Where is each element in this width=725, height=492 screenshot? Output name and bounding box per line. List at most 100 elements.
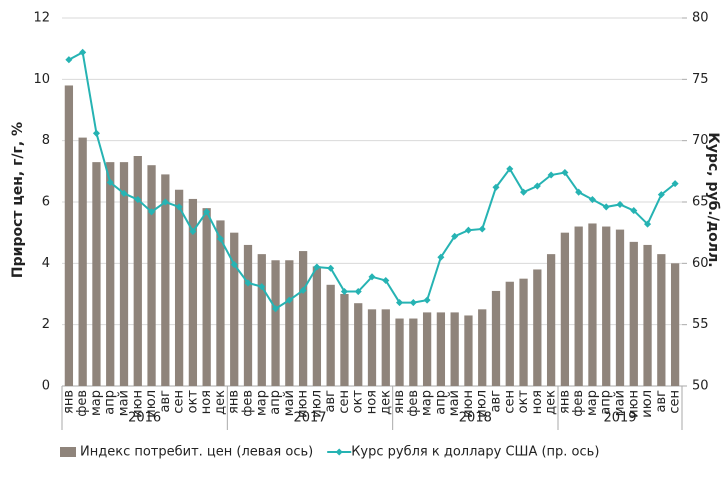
line-marker (230, 261, 238, 269)
line-marker (644, 220, 652, 228)
legend-label: Индекс потребит. цен (левая ось) (80, 445, 313, 460)
bar (657, 254, 666, 386)
bar (147, 165, 156, 386)
bar (546, 254, 556, 386)
line-marker (189, 227, 197, 235)
line-marker (657, 191, 665, 199)
x-tick-label: май (282, 390, 297, 416)
line-marker (272, 305, 280, 313)
line-marker (340, 288, 348, 296)
bar (106, 162, 115, 386)
x-tick-label: окт (185, 390, 200, 414)
x-tick-label: мар (585, 390, 600, 416)
x-tick-label: май (613, 390, 628, 416)
y2-tick-label: 75 (692, 72, 709, 87)
x-tick-label: апр (433, 390, 448, 415)
bar (340, 294, 349, 386)
x-tick-label: фев (75, 390, 90, 417)
x-tick-label: ноя (199, 390, 214, 414)
line-marker (327, 264, 335, 272)
line-marker (368, 273, 376, 281)
line-marker (161, 198, 169, 206)
x-tick-label: ноя (365, 390, 380, 414)
x-tick-label: июл (475, 390, 490, 418)
x-tick-label: мар (89, 390, 104, 416)
bar (422, 312, 432, 386)
line-marker (354, 288, 362, 296)
bar (533, 269, 542, 386)
line-marker (547, 171, 555, 179)
line-marker (671, 180, 679, 188)
bar (643, 244, 652, 386)
bar (450, 312, 459, 386)
y-tick-label: 0 (42, 379, 50, 394)
bar (119, 162, 129, 386)
line (68, 50, 676, 311)
line-marker (134, 196, 142, 204)
line-marker (533, 182, 541, 190)
bar (491, 290, 501, 386)
x-tick-label: фев (571, 390, 586, 417)
bar (92, 162, 101, 386)
y-tick-label: 2 (42, 317, 50, 332)
bar (436, 312, 446, 386)
x-tick-label: апр (599, 390, 614, 415)
x-tick-label: сен (172, 390, 187, 414)
x-tick-label: дек (378, 390, 393, 415)
year-label: 2018 (459, 411, 492, 426)
year-label: 2017 (293, 411, 326, 426)
x-tick-label: дек (213, 390, 228, 415)
y-tick-label: 12 (33, 11, 50, 26)
y-tick-label: 6 (42, 195, 50, 210)
bar (367, 309, 377, 386)
x-tick-label: июл (144, 390, 159, 418)
bar (202, 208, 211, 386)
bar (257, 254, 266, 386)
y2-axis-title: Курс, руб./долл. (705, 132, 721, 267)
x-tick-label: июл (640, 390, 655, 418)
x-tick-label: мар (420, 390, 435, 416)
bar (409, 318, 418, 386)
bar (478, 309, 487, 386)
bar (629, 241, 638, 386)
bar (188, 198, 198, 386)
legend-marker (335, 448, 343, 456)
y2-tick-label: 70 (692, 133, 709, 148)
bar (230, 232, 239, 386)
x-tick-label: янв (61, 390, 76, 414)
line-marker (588, 196, 596, 204)
line-marker (120, 189, 128, 197)
x-tick-label: июн (130, 390, 145, 418)
y-tick-label: 10 (33, 72, 50, 87)
bar (615, 229, 625, 386)
line-marker (106, 178, 114, 186)
y2-tick-label: 80 (692, 11, 709, 26)
bar (161, 174, 170, 386)
bar (326, 284, 335, 386)
bar (285, 260, 294, 386)
x-tick-label: май (447, 390, 462, 416)
line-marker (616, 200, 624, 208)
x-tick-label: окт (516, 390, 531, 414)
x-tick-label: янв (557, 390, 572, 414)
bar (133, 156, 142, 386)
y-axis-title: Прирост цен, г/г, % (10, 122, 26, 278)
year-label: 2019 (603, 411, 636, 426)
bar (64, 85, 74, 386)
bar (602, 226, 611, 386)
x-tick-label: фев (241, 390, 256, 417)
bar (574, 226, 583, 386)
x-tick-label: окт (351, 390, 366, 414)
x-tick-label: апр (103, 390, 118, 415)
bar (312, 266, 322, 386)
line-marker (285, 296, 293, 304)
y-tick-label: 4 (42, 256, 50, 271)
bar (670, 263, 680, 386)
line-marker (299, 286, 307, 294)
line-marker (65, 56, 73, 64)
bar (395, 318, 404, 386)
line-marker (451, 232, 459, 240)
line-marker (313, 263, 321, 271)
x-tick-label: июн (626, 390, 641, 418)
